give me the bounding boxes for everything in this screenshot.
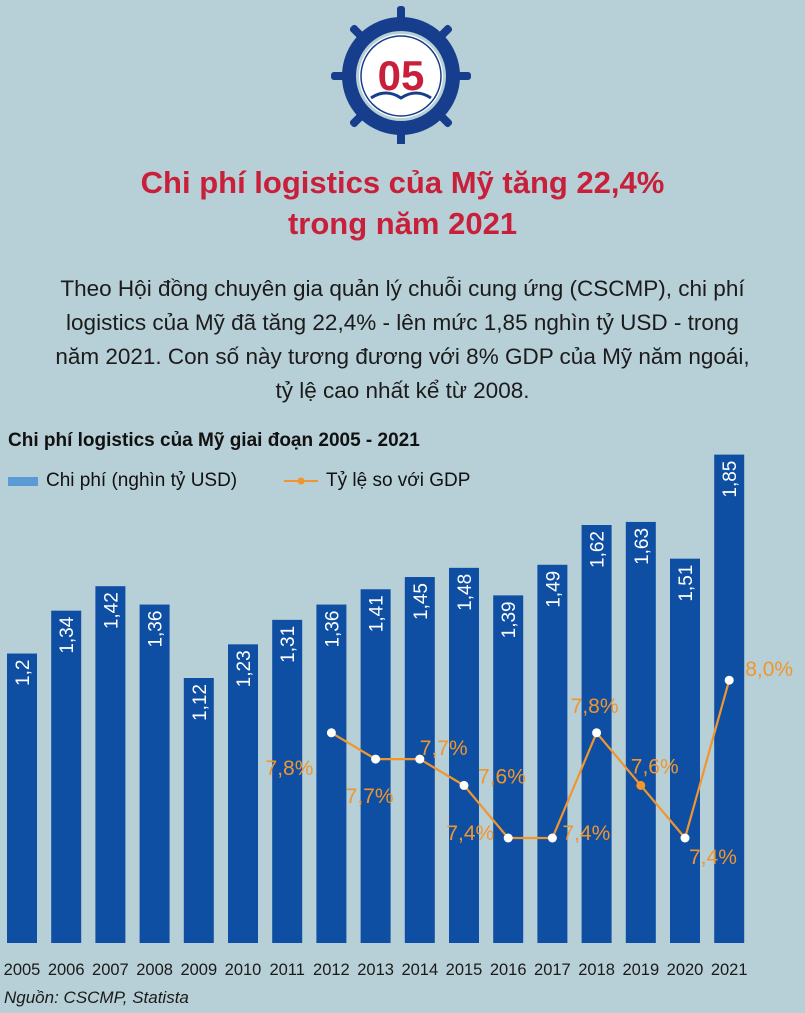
x-tick-label: 2006 [48, 961, 85, 979]
gdp-ratio-point [415, 754, 425, 764]
gdp-ratio-label: 7,4% [446, 822, 494, 845]
bar-value-label: 1,36 [146, 611, 167, 648]
bar-value-label: 1,51 [676, 565, 697, 602]
intro-line: logistics của Mỹ đã tăng 22,4% - lên mức… [66, 310, 739, 335]
bar-2015 [449, 567, 479, 943]
gdp-ratio-label: 7,4% [689, 846, 737, 869]
bar-value-label: 1,34 [57, 616, 78, 653]
bar-2016 [493, 595, 524, 943]
bar-2011 [272, 619, 303, 943]
logistics-cost-chart: 1,2 2005 1,34 2006 1,42 2007 1,36 2008 1,12 2009 1… [4, 454, 793, 979]
x-tick-label: 2021 [711, 961, 748, 979]
gdp-ratio-label: 7,8% [571, 695, 619, 718]
x-tick-label: 2014 [401, 961, 438, 979]
chart-title: Chi phí logistics của Mỹ giai đoạn 2005 … [8, 430, 420, 451]
gdp-ratio-point [459, 780, 469, 790]
legend-label-gdp-ratio: Tỷ lệ so với GDP [326, 470, 471, 491]
page-title-line1: Chi phí logistics của Mỹ tăng 22,4% [140, 165, 665, 200]
bar-value-label: 1,41 [367, 595, 388, 632]
gdp-ratio-label: 7,6% [631, 755, 679, 778]
bar-value-label: 1,85 [720, 461, 741, 498]
x-tick-label: 2008 [136, 961, 173, 979]
x-tick-label: 2012 [313, 961, 350, 979]
x-tick-label: 2010 [225, 961, 262, 979]
intro-paragraph: Theo Hội đồng chuyên gia quản lý chuỗi c… [0, 272, 805, 408]
bar-2019 [625, 521, 656, 943]
bar-2010 [228, 644, 258, 943]
x-tick-label: 2020 [667, 961, 704, 979]
intro-line: năm 2021. Con số này tương đương với 8% … [55, 344, 750, 369]
x-tick-label: 2005 [4, 961, 41, 979]
intro-line: tỷ lệ cao nhất kể từ 2008. [275, 378, 530, 403]
gdp-ratio-point [636, 780, 646, 790]
x-tick-label: 2015 [446, 961, 483, 979]
bar-value-label: 1,31 [278, 626, 299, 663]
x-tick-label: 2017 [534, 961, 571, 979]
intro-line: Theo Hội đồng chuyên gia quản lý chuỗi c… [60, 276, 745, 301]
x-tick-label: 2013 [357, 961, 394, 979]
bar-value-label: 1,49 [543, 571, 564, 608]
x-tick-label: 2007 [92, 961, 129, 979]
bar-value-label: 1,39 [499, 601, 520, 638]
x-tick-label: 2011 [269, 961, 304, 979]
bar-2012 [316, 604, 347, 943]
bar-value-label: 1,63 [632, 528, 653, 565]
page-title-line2: trong năm 2021 [287, 206, 518, 241]
gdp-ratio-point [503, 833, 513, 843]
gdp-ratio-label: 8,0% [745, 658, 793, 681]
gdp-ratio-point [326, 728, 336, 738]
legend-bar-swatch [8, 477, 38, 486]
gdp-ratio-point [724, 675, 734, 685]
bar-2013 [360, 589, 391, 943]
bar-value-label: 1,48 [455, 574, 476, 611]
bar-2007 [95, 586, 126, 943]
bar-2008 [139, 604, 170, 943]
source-note: Nguồn: CSCMP, Statista [4, 988, 189, 1007]
gdp-ratio-label: 7,6% [478, 765, 526, 788]
x-tick-label: 2016 [490, 961, 527, 979]
x-tick-label: 2019 [622, 961, 659, 979]
bar-value-label: 1,2 [13, 660, 34, 686]
section-number: 05 [378, 52, 425, 99]
bar-2021 [714, 454, 745, 943]
legend-label-cost: Chi phí (nghìn tỷ USD) [46, 470, 238, 491]
x-tick-label: 2009 [180, 961, 217, 979]
bar-value-label: 1,42 [101, 592, 122, 629]
bar-2017 [537, 564, 568, 943]
gdp-ratio-label: 7,4% [562, 822, 610, 845]
gdp-ratio-label: 7,7% [346, 785, 394, 808]
gdp-ratio-point [592, 728, 602, 738]
bar-value-label: 1,12 [190, 684, 211, 721]
x-tick-label: 2018 [578, 961, 615, 979]
bar-value-label: 1,36 [322, 611, 343, 648]
bar-2006 [51, 610, 82, 943]
gdp-ratio-point [371, 754, 381, 764]
bar-value-label: 1,45 [411, 583, 432, 620]
bar-value-label: 1,62 [588, 531, 609, 568]
legend-line-swatch [284, 477, 318, 485]
bar-2005 [7, 653, 37, 943]
gdp-ratio-point [547, 833, 557, 843]
gdp-ratio-line [330, 679, 731, 841]
bar-2020 [670, 558, 700, 943]
gdp-ratio-label: 7,8% [266, 757, 314, 780]
gdp-ratio-point [680, 833, 690, 843]
ship-wheel-icon: 05 [331, 6, 471, 144]
bar-2009 [183, 678, 214, 943]
bar-value-label: 1,23 [234, 650, 255, 687]
gdp-ratio-label: 7,7% [420, 737, 468, 760]
